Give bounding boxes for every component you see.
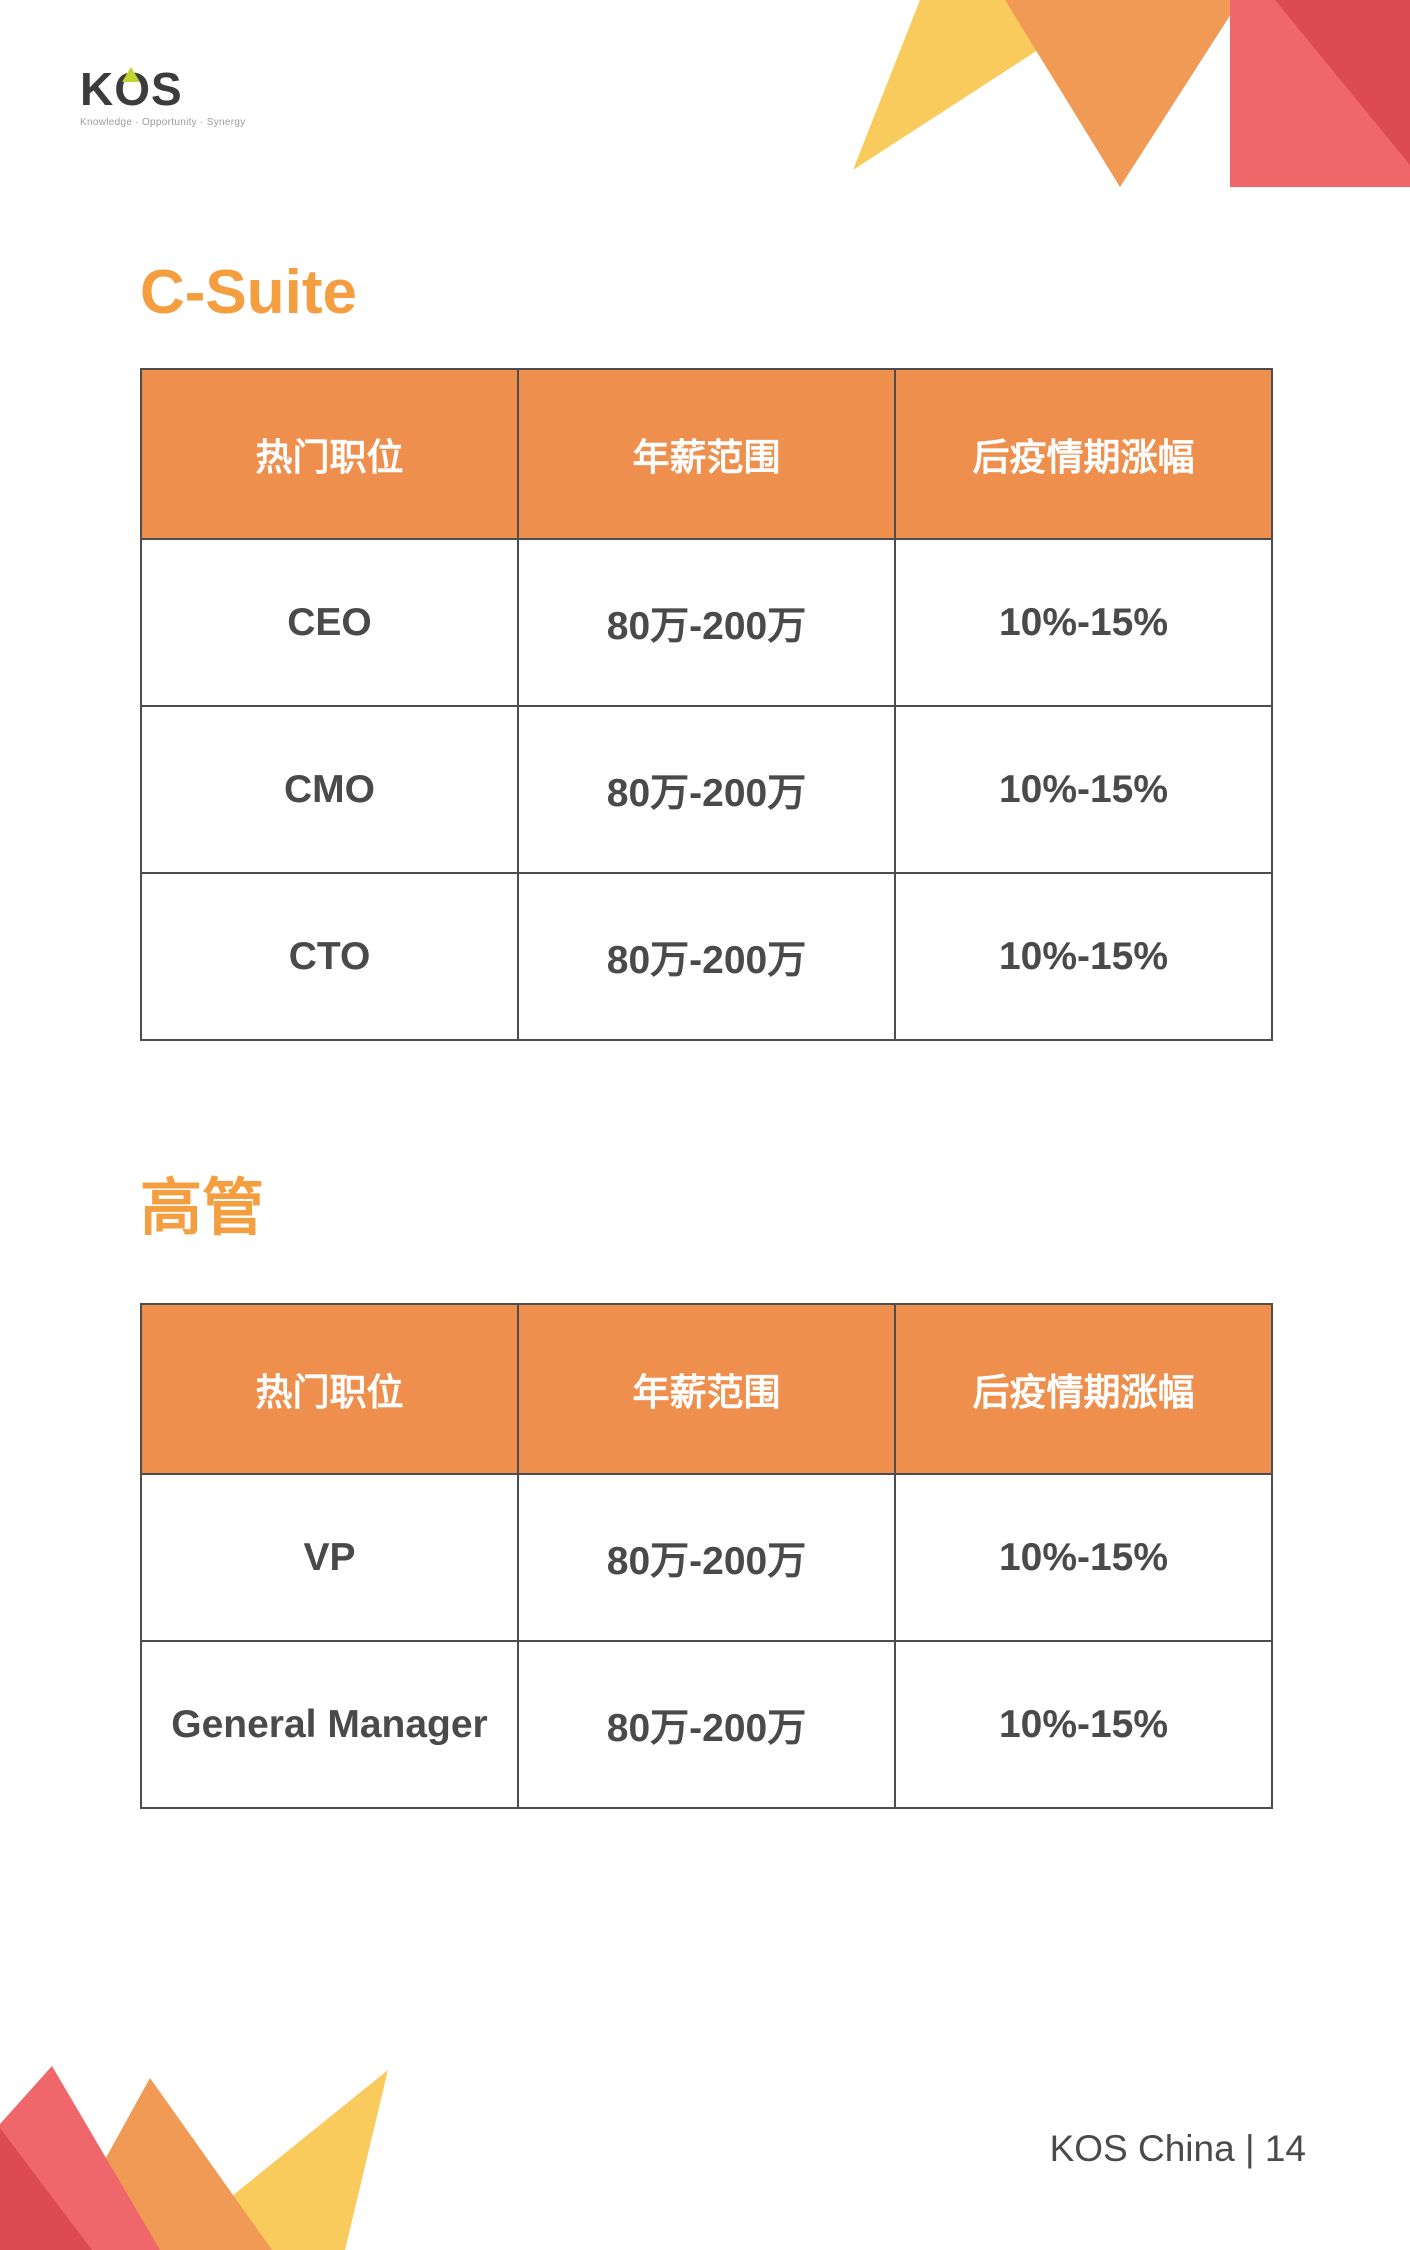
cell-salary-range: 80万-200万 [517, 705, 896, 874]
table-row: CEO 80万-200万 10%-15% [140, 538, 1273, 707]
cell-increase: 10%-15% [894, 1473, 1273, 1642]
bottom-left-decoration [0, 2066, 388, 2250]
header-row: 热门职位 年薪范围 后疫情期涨幅 [140, 1303, 1273, 1475]
cell-increase: 10%-15% [894, 1640, 1273, 1809]
csuite-salary-table: 热门职位 年薪范围 后疫情期涨幅 CEO 80万-200万 10%-15% CM… [140, 368, 1273, 1041]
cell-position: CMO [140, 705, 519, 874]
section-title-executives: 高管 [140, 1174, 265, 1243]
cell-position: CTO [140, 872, 519, 1041]
executives-salary-table: 热门职位 年薪范围 后疫情期涨幅 VP 80万-200万 10%-15% Gen… [140, 1303, 1273, 1809]
decor-orange-triangle [1005, 0, 1240, 187]
cell-salary-range: 80万-200万 [517, 538, 896, 707]
cell-increase: 10%-15% [894, 705, 1273, 874]
cell-position: VP [140, 1473, 519, 1642]
cell-salary-range: 80万-200万 [517, 1640, 896, 1809]
table-row: CTO 80万-200万 10%-15% [140, 872, 1273, 1041]
col-header-position: 热门职位 [140, 1303, 519, 1475]
decor-darkred-triangle [1275, 0, 1410, 165]
cell-position: General Manager [140, 1640, 519, 1809]
table-body: CEO 80万-200万 10%-15% CMO 80万-200万 10%-15… [140, 538, 1273, 1041]
table-row: VP 80万-200万 10%-15% [140, 1473, 1273, 1642]
logo-tagline: Knowledge · Opportunity · Synergy [80, 117, 246, 128]
cell-increase: 10%-15% [894, 872, 1273, 1041]
table-row: CMO 80万-200万 10%-15% [140, 705, 1273, 874]
table-body: VP 80万-200万 10%-15% General Manager 80万-… [140, 1473, 1273, 1809]
cell-salary-range: 80万-200万 [517, 872, 896, 1041]
logo-row: KOS [80, 66, 183, 112]
col-header-salary-range: 年薪范围 [517, 1303, 896, 1475]
cell-increase: 10%-15% [894, 538, 1273, 707]
kos-logo: KOS Knowledge · Opportunity · Synergy [80, 66, 246, 128]
decor-darkred-triangle [0, 2128, 92, 2250]
logo-accent-triangle-icon [122, 67, 140, 82]
col-header-increase: 后疫情期涨幅 [894, 1303, 1273, 1475]
cell-position: CEO [140, 538, 519, 707]
col-header-increase: 后疫情期涨幅 [894, 368, 1273, 540]
table-row: General Manager 80万-200万 10%-15% [140, 1640, 1273, 1809]
cell-salary-range: 80万-200万 [517, 1473, 896, 1642]
top-right-decoration [853, 0, 1410, 187]
col-header-position: 热门职位 [140, 368, 519, 540]
section-title-csuite: C-Suite [140, 258, 357, 327]
header-row: 热门职位 年薪范围 后疫情期涨幅 [140, 368, 1273, 540]
table-header: 热门职位 年薪范围 后疫情期涨幅 [140, 368, 1273, 540]
table-header: 热门职位 年薪范围 后疫情期涨幅 [140, 1303, 1273, 1475]
page-footer: KOS China | 14 [1049, 2128, 1306, 2169]
col-header-salary-range: 年薪范围 [517, 368, 896, 540]
